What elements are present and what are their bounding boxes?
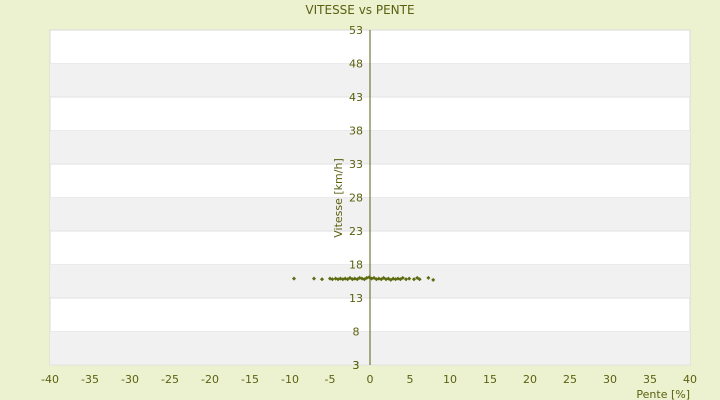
y-axis-label: Vitesse [km/h] [332, 158, 345, 238]
y-tick-label: 28 [349, 192, 363, 205]
data-point [381, 275, 386, 280]
y-tick-label: 48 [349, 58, 363, 71]
x-tick-label: -40 [41, 373, 59, 386]
x-axis-label: Pente [%] [636, 388, 690, 400]
data-point [411, 277, 417, 282]
y-tick-label: 33 [349, 158, 363, 171]
data-point [347, 275, 353, 280]
plot-area [49, 29, 691, 366]
chart-title: VITESSE vs PENTE [305, 3, 414, 17]
data-point [403, 277, 409, 282]
data-point [311, 276, 317, 281]
data-point [367, 275, 372, 280]
data-point [400, 275, 405, 280]
x-tick-label: 40 [683, 373, 697, 386]
data-point [319, 277, 325, 282]
data-point [330, 277, 335, 282]
data-point [388, 277, 393, 282]
x-tick-label: 20 [523, 373, 537, 386]
y-tick-label: 23 [349, 225, 363, 238]
x-tick-label: -30 [121, 373, 139, 386]
data-point [417, 277, 422, 282]
data-points [291, 275, 436, 282]
x-tick-label: 30 [603, 373, 617, 386]
y-tick-label: 38 [349, 125, 363, 138]
y-tick-label: 18 [349, 259, 363, 272]
x-axis-ticks: -40 -35 -30 -25 -20 -15 -10 -5 0 5 10 15 20 25 30 35 40 [41, 373, 697, 386]
data-point [407, 276, 412, 281]
y-tick-label: 53 [349, 24, 363, 37]
y-tick-label: 3 [353, 359, 360, 372]
y-tick-label: 13 [349, 292, 363, 305]
data-point [415, 275, 420, 280]
y-tick-label: 8 [353, 326, 360, 339]
data-point [345, 277, 350, 282]
x-tick-label: 15 [483, 373, 497, 386]
x-tick-label: 5 [407, 373, 414, 386]
data-point [362, 277, 367, 282]
data-point [431, 277, 436, 282]
x-tick-label: 0 [367, 373, 374, 386]
data-point [398, 277, 403, 282]
x-tick-label: -10 [281, 373, 299, 386]
x-tick-label: -20 [201, 373, 219, 386]
x-tick-label: 25 [563, 373, 577, 386]
x-tick-label: -15 [241, 373, 259, 386]
data-point [379, 277, 384, 282]
x-tick-label: -25 [161, 373, 179, 386]
x-tick-label: -5 [325, 373, 336, 386]
x-tick-label: -35 [81, 373, 99, 386]
data-point [291, 276, 297, 281]
data-point [355, 277, 360, 282]
y-tick-label: 43 [349, 91, 363, 104]
x-tick-label: 10 [443, 373, 457, 386]
data-point [371, 275, 377, 280]
data-point [426, 275, 431, 280]
y-tick-label: 3 [353, 359, 360, 372]
data-point [386, 276, 391, 281]
x-tick-label: 35 [643, 373, 657, 386]
